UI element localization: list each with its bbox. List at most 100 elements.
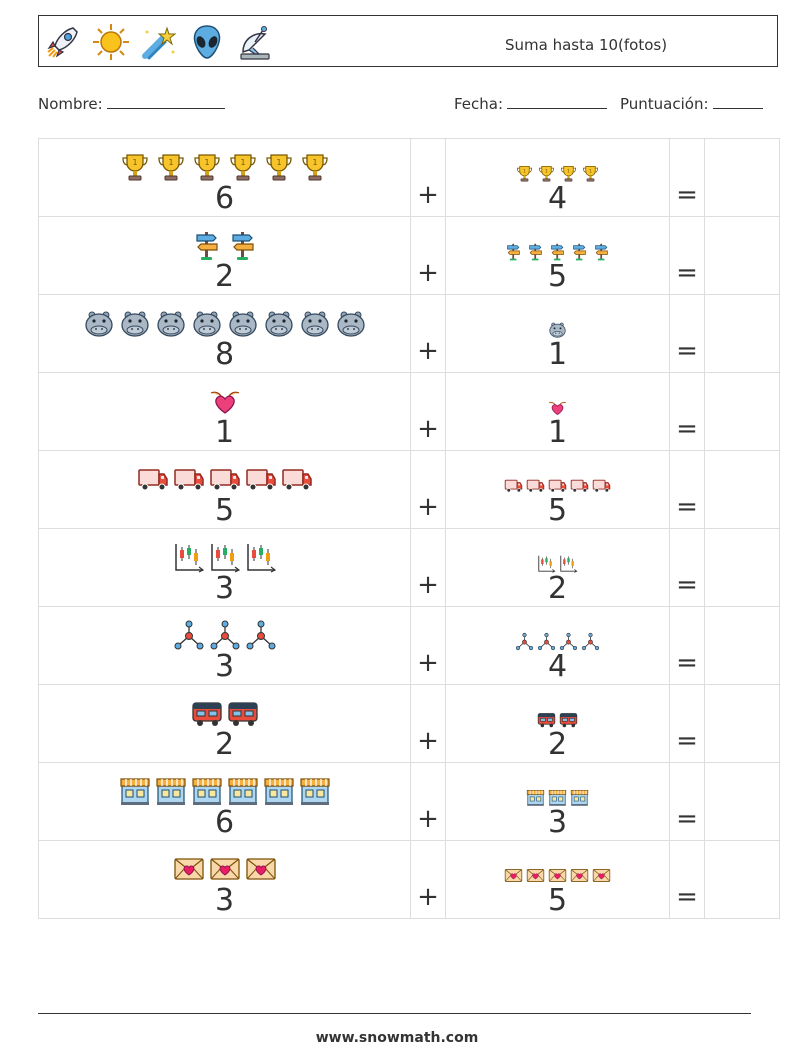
second-picture-group <box>446 777 669 807</box>
answer-cell[interactable] <box>704 216 780 295</box>
chart-icon <box>173 541 205 573</box>
second-number: 4 <box>547 181 568 216</box>
signpost-icon <box>526 242 545 261</box>
score-blank[interactable] <box>712 94 763 109</box>
name-blank[interactable] <box>106 94 225 109</box>
second-operand-cell: 2 <box>445 684 670 763</box>
second-number: 5 <box>547 259 568 294</box>
second-number: 3 <box>547 805 568 840</box>
answer-cell[interactable] <box>704 840 780 919</box>
hippo-icon <box>155 307 187 339</box>
second-operand-cell: 4 <box>445 606 670 685</box>
problem-row: 3 +2 = <box>38 528 780 607</box>
svg-text:1: 1 <box>545 168 548 174</box>
header-icons <box>43 20 275 64</box>
equals-cell: = <box>669 528 705 607</box>
plus-cell: + <box>410 762 446 841</box>
second-operand-cell: 1 1 1 1 4 <box>445 138 670 217</box>
chart-icon <box>559 554 578 573</box>
equals-cell: = <box>669 372 705 451</box>
love-letter-icon <box>526 866 545 885</box>
date-label: Fecha: <box>454 95 504 113</box>
answer-cell[interactable] <box>704 450 780 529</box>
first-picture-group <box>39 614 410 651</box>
love-letter-icon <box>570 866 589 885</box>
first-number: 3 <box>214 883 235 918</box>
first-number: 3 <box>214 571 235 606</box>
first-picture-group: 1 1 1 1 1 1 <box>39 146 410 183</box>
storefront-icon <box>191 775 223 807</box>
equals-cell: = <box>669 840 705 919</box>
trophy-icon: 1 <box>537 164 556 183</box>
trophy-icon: 1 <box>581 164 600 183</box>
svg-text:1: 1 <box>276 158 281 167</box>
first-operand-cell: 1 1 1 1 1 1 6 <box>38 138 411 217</box>
second-picture-group <box>446 855 669 885</box>
second-operand-cell: 1 <box>445 294 670 373</box>
second-picture-group <box>446 699 669 729</box>
love-letter-icon <box>245 853 277 885</box>
second-operand-cell: 1 <box>445 372 670 451</box>
first-number: 2 <box>214 727 235 762</box>
plus-cell: + <box>410 138 446 217</box>
second-operand-cell: 2 <box>445 528 670 607</box>
network-icon <box>581 632 600 651</box>
storefront-icon <box>263 775 295 807</box>
equals-cell: = <box>669 294 705 373</box>
truck-icon <box>209 463 241 495</box>
answer-cell[interactable] <box>704 372 780 451</box>
svg-text:1: 1 <box>204 158 209 167</box>
equals-sign: = <box>676 882 698 912</box>
storefront-icon <box>299 775 331 807</box>
second-picture-group <box>446 387 669 417</box>
storefront-icon <box>227 775 259 807</box>
answer-cell[interactable] <box>704 606 780 685</box>
love-letter-icon <box>209 853 241 885</box>
plus-sign: + <box>417 726 439 756</box>
network-icon <box>537 632 556 651</box>
signpost-icon <box>227 229 259 261</box>
truck-icon <box>570 476 589 495</box>
storefront-icon <box>548 788 567 807</box>
second-number: 5 <box>547 883 568 918</box>
trophy-icon: 1 <box>227 151 259 183</box>
first-operand-cell: 3 <box>38 606 411 685</box>
answer-cell[interactable] <box>704 762 780 841</box>
footer-divider <box>38 1013 751 1014</box>
answer-cell[interactable] <box>704 684 780 763</box>
date-blank[interactable] <box>507 94 608 109</box>
signpost-icon <box>504 242 523 261</box>
plus-sign: + <box>417 414 439 444</box>
svg-text:1: 1 <box>132 158 137 167</box>
network-icon <box>515 632 534 651</box>
plus-sign: + <box>417 180 439 210</box>
equals-sign: = <box>676 414 698 444</box>
svg-text:1: 1 <box>523 168 526 174</box>
storefront-icon <box>155 775 187 807</box>
second-number: 5 <box>547 493 568 528</box>
trophy-icon: 1 <box>263 151 295 183</box>
answer-cell[interactable] <box>704 528 780 607</box>
trophy-icon: 1 <box>119 151 151 183</box>
hippo-icon <box>299 307 331 339</box>
second-number: 1 <box>547 415 568 450</box>
heart-hands-icon <box>209 385 241 417</box>
signpost-icon <box>191 229 223 261</box>
equals-sign: = <box>676 726 698 756</box>
truck-icon <box>137 463 169 495</box>
problem-row: 2 +2 = <box>38 684 780 763</box>
truck-icon <box>245 463 277 495</box>
answer-cell[interactable] <box>704 294 780 373</box>
plus-sign: + <box>417 648 439 678</box>
hippo-icon <box>83 307 115 339</box>
chart-icon <box>245 541 277 573</box>
plus-sign: + <box>417 570 439 600</box>
first-operand-cell: 6 <box>38 762 411 841</box>
first-number: 5 <box>214 493 235 528</box>
hippo-icon <box>191 307 223 339</box>
first-picture-group <box>39 380 410 417</box>
answer-cell[interactable] <box>704 138 780 217</box>
first-picture-group <box>39 848 410 885</box>
hippo-icon <box>119 307 151 339</box>
truck-icon <box>548 476 567 495</box>
